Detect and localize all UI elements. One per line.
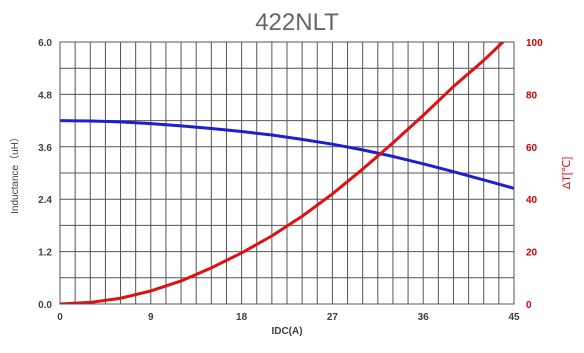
y-axis-label-left: Inductance（uH）: [9, 132, 21, 214]
y-axis-label-right: ΔT[℃]: [561, 157, 573, 190]
inductance-line: [60, 119, 514, 190]
y2-tick-label: 0: [526, 300, 532, 311]
y2-tick-label: 100: [526, 38, 543, 49]
x-tick-label: 18: [236, 312, 248, 323]
y-tick-label: 4.8: [38, 90, 52, 101]
x-tick-label: 9: [148, 312, 154, 323]
y-tick-label: 3.6: [38, 143, 52, 154]
x-tick-label: 36: [418, 312, 430, 323]
x-tick-label: 27: [327, 312, 339, 323]
y-tick-label: 6.0: [38, 38, 52, 49]
y-tick-label: 2.4: [38, 195, 52, 206]
x-axis-label: IDC(A): [271, 326, 302, 337]
series-lines: [60, 42, 514, 304]
y2-tick-label: 40: [526, 195, 538, 206]
plot-frame: [59, 41, 515, 305]
y2-tick-label: 80: [526, 90, 538, 101]
y2-tick-label: 60: [526, 143, 538, 154]
y2-tick-label: 20: [526, 248, 538, 259]
chart-title: 422NLT: [255, 9, 339, 36]
tick-labels: 0.0 1.2 2.4 3.6 4.8 6.0 0 9 18 27 36 45 0 20 40 60 80 100: [38, 38, 543, 323]
y-tick-label: 1.2: [38, 248, 52, 259]
temperature-rise-line: [60, 42, 506, 304]
x-tick-label: 0: [57, 312, 63, 323]
x-tick-label: 45: [508, 312, 520, 323]
y-tick-label: 0.0: [38, 300, 52, 311]
